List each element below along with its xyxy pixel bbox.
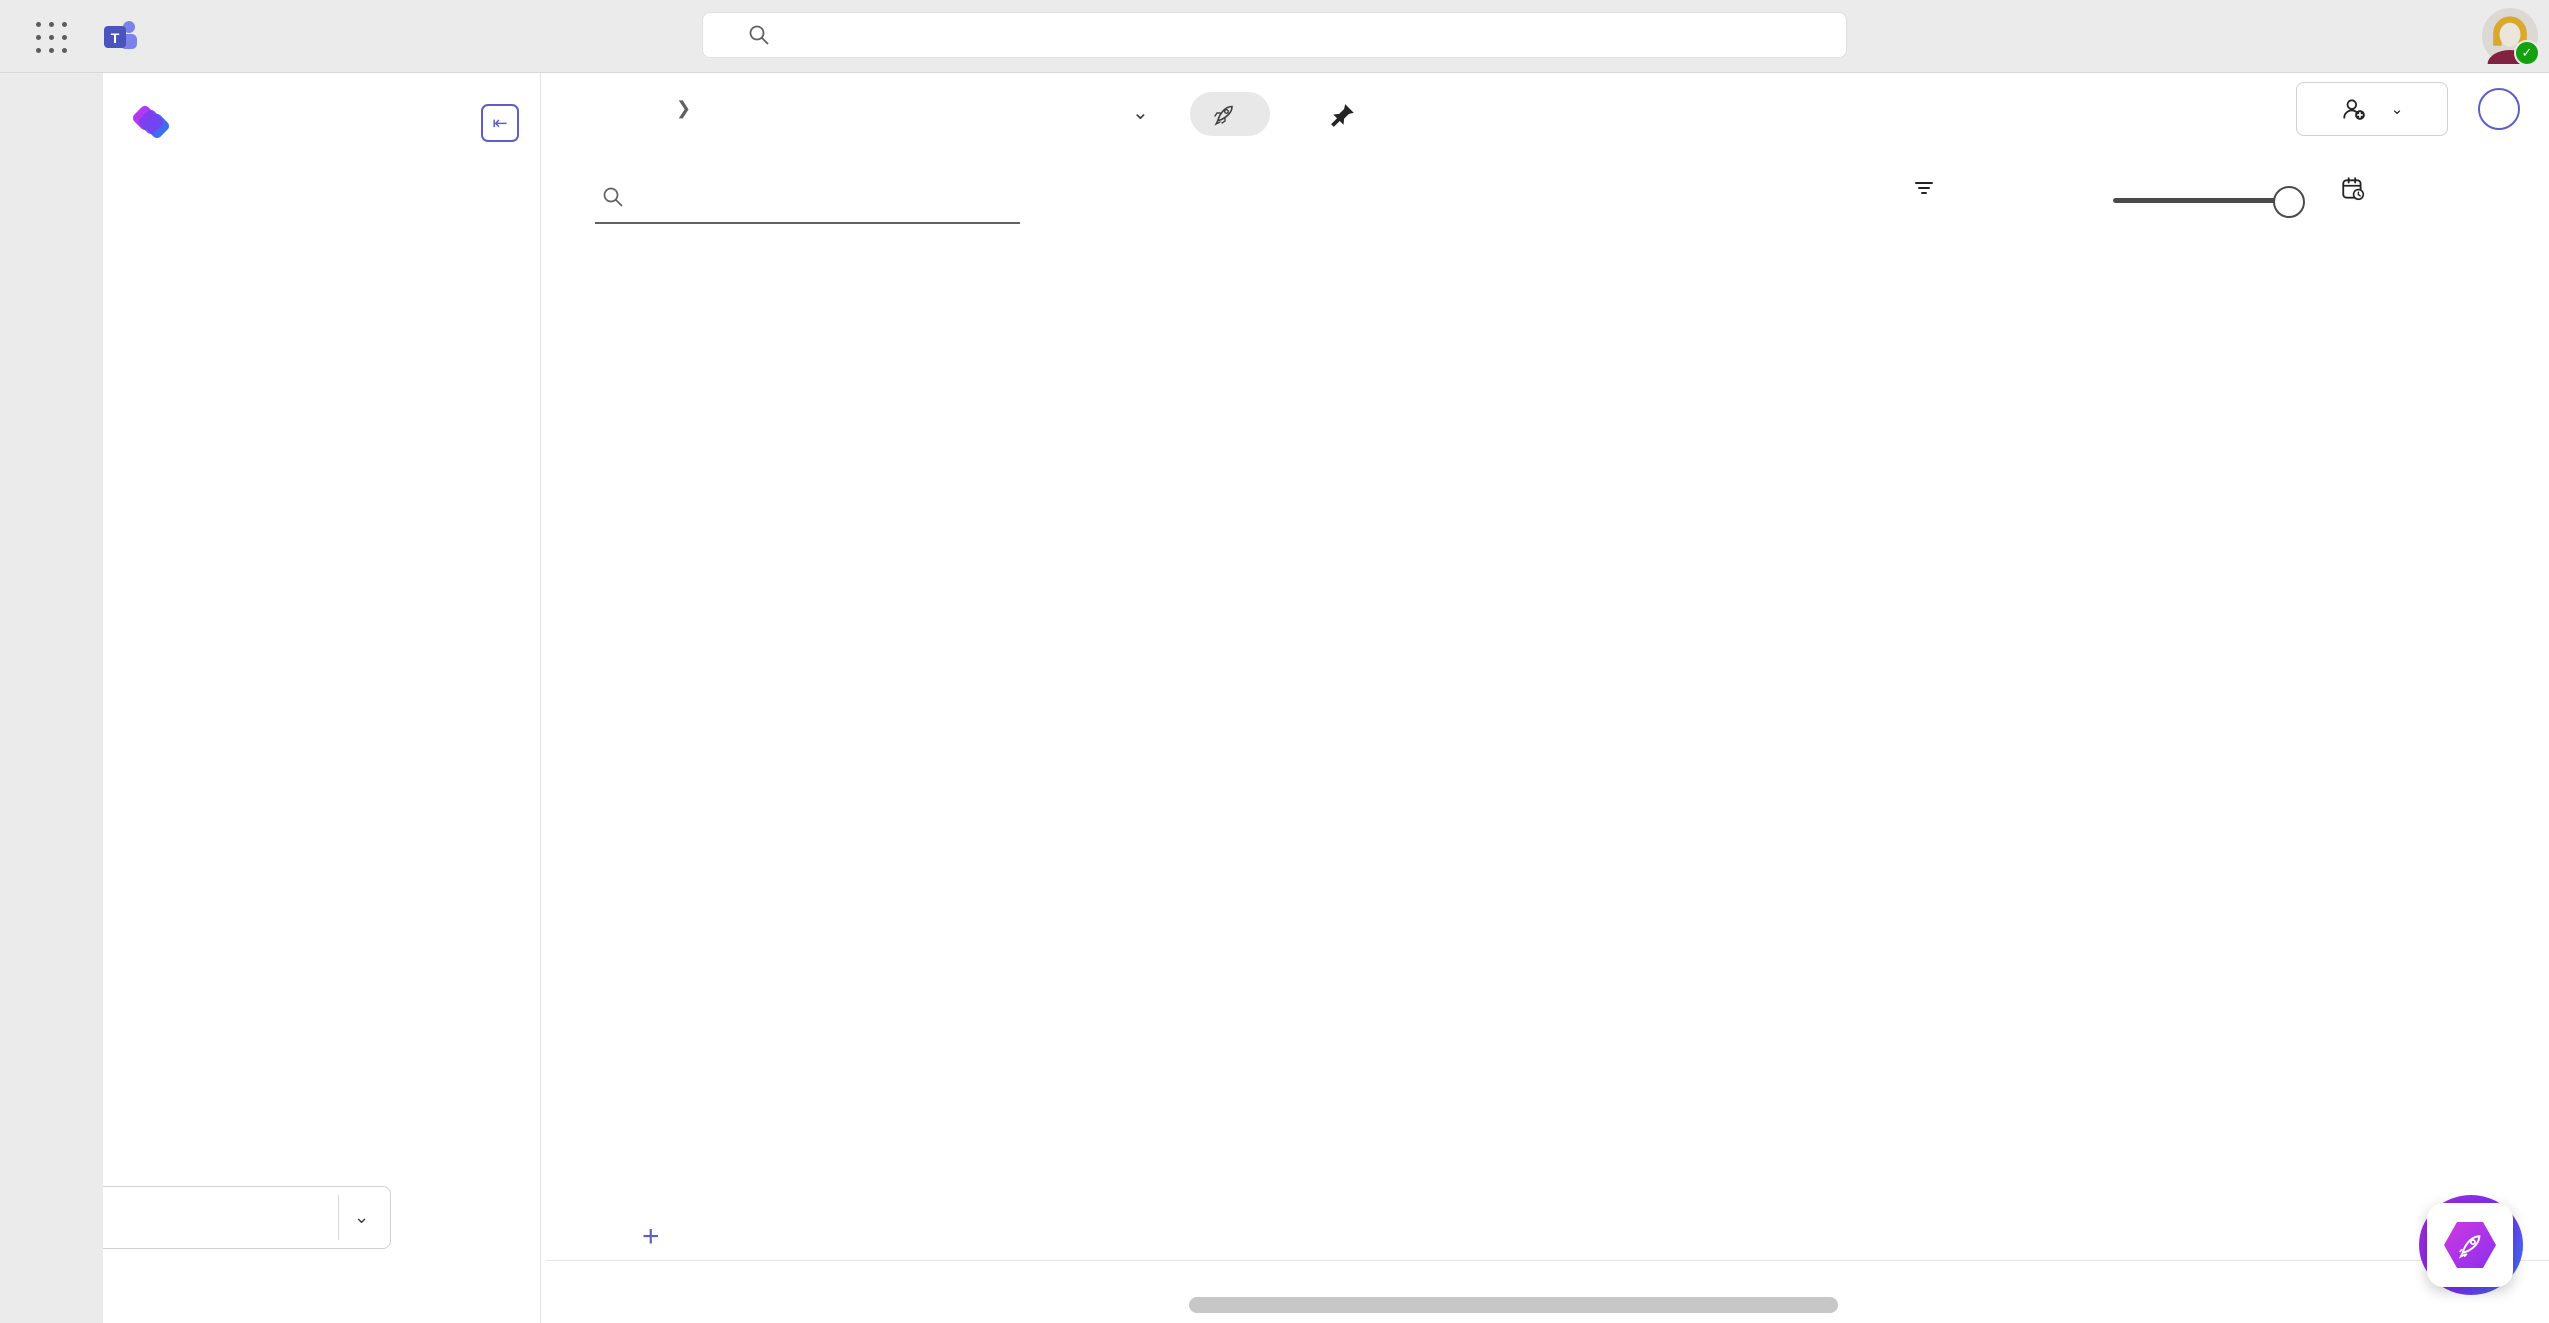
horizontal-scrollbar[interactable] — [1189, 1297, 1838, 1313]
plan-icon — [700, 90, 736, 126]
waffle-icon[interactable] — [34, 20, 68, 54]
user-avatar[interactable]: ✓ — [2482, 8, 2540, 66]
plan-title-chevron-icon[interactable]: ⌄ — [1132, 102, 1149, 124]
filters-button[interactable] — [1912, 176, 1948, 200]
teams-logo-icon[interactable]: T — [98, 14, 142, 63]
preview-badge[interactable] — [1190, 92, 1270, 136]
pin-icon[interactable] — [1330, 102, 1356, 128]
svg-text:T: T — [111, 30, 120, 46]
copilot-fab-button[interactable] — [2427, 1203, 2513, 1287]
planner-logo-icon — [132, 105, 170, 139]
app-rail — [0, 72, 103, 1323]
new-plan-chevron-icon[interactable]: ⌄ — [354, 1207, 370, 1227]
filter-search-icon — [603, 187, 623, 207]
button-divider — [338, 1195, 339, 1240]
share-button[interactable]: ⌄ — [2296, 82, 2448, 136]
zoom-slider-track[interactable] — [2113, 198, 2296, 203]
add-new-task-row[interactable]: + — [546, 1214, 2549, 1261]
plan-main-area: ❯ ⌄ ⌄ — [540, 72, 2549, 1323]
filters-icon — [1915, 182, 1933, 194]
filter-input[interactable] — [639, 183, 973, 211]
search-icon — [749, 25, 769, 45]
share-chevron-icon: ⌄ — [2390, 101, 2404, 118]
help-button[interactable] — [2478, 88, 2520, 130]
planner-sidebar: ⇤ — [103, 72, 541, 1323]
go-to-date-button[interactable] — [2340, 176, 2378, 202]
plus-icon: + — [642, 1220, 660, 1253]
zoom-slider-thumb[interactable] — [2273, 186, 2305, 218]
person-add-icon — [2343, 99, 2365, 120]
filter-field[interactable] — [595, 172, 1020, 224]
teams-top-bar: T ✓ — [0, 0, 2549, 73]
presence-available-icon: ✓ — [2514, 40, 2540, 66]
copilot-rocket-icon — [2444, 1222, 2496, 1268]
global-search[interactable] — [702, 12, 1847, 58]
planner-app-header — [131, 100, 189, 142]
collapse-sidebar-button[interactable]: ⇤ — [481, 104, 519, 142]
search-input[interactable] — [787, 22, 1391, 48]
plan-header: ❯ ⌄ ⌄ — [540, 72, 2549, 156]
breadcrumb-chevron-icon: ❯ — [676, 98, 692, 118]
go-to-date-icon — [2342, 177, 2365, 201]
rocket-icon — [1214, 105, 1233, 126]
